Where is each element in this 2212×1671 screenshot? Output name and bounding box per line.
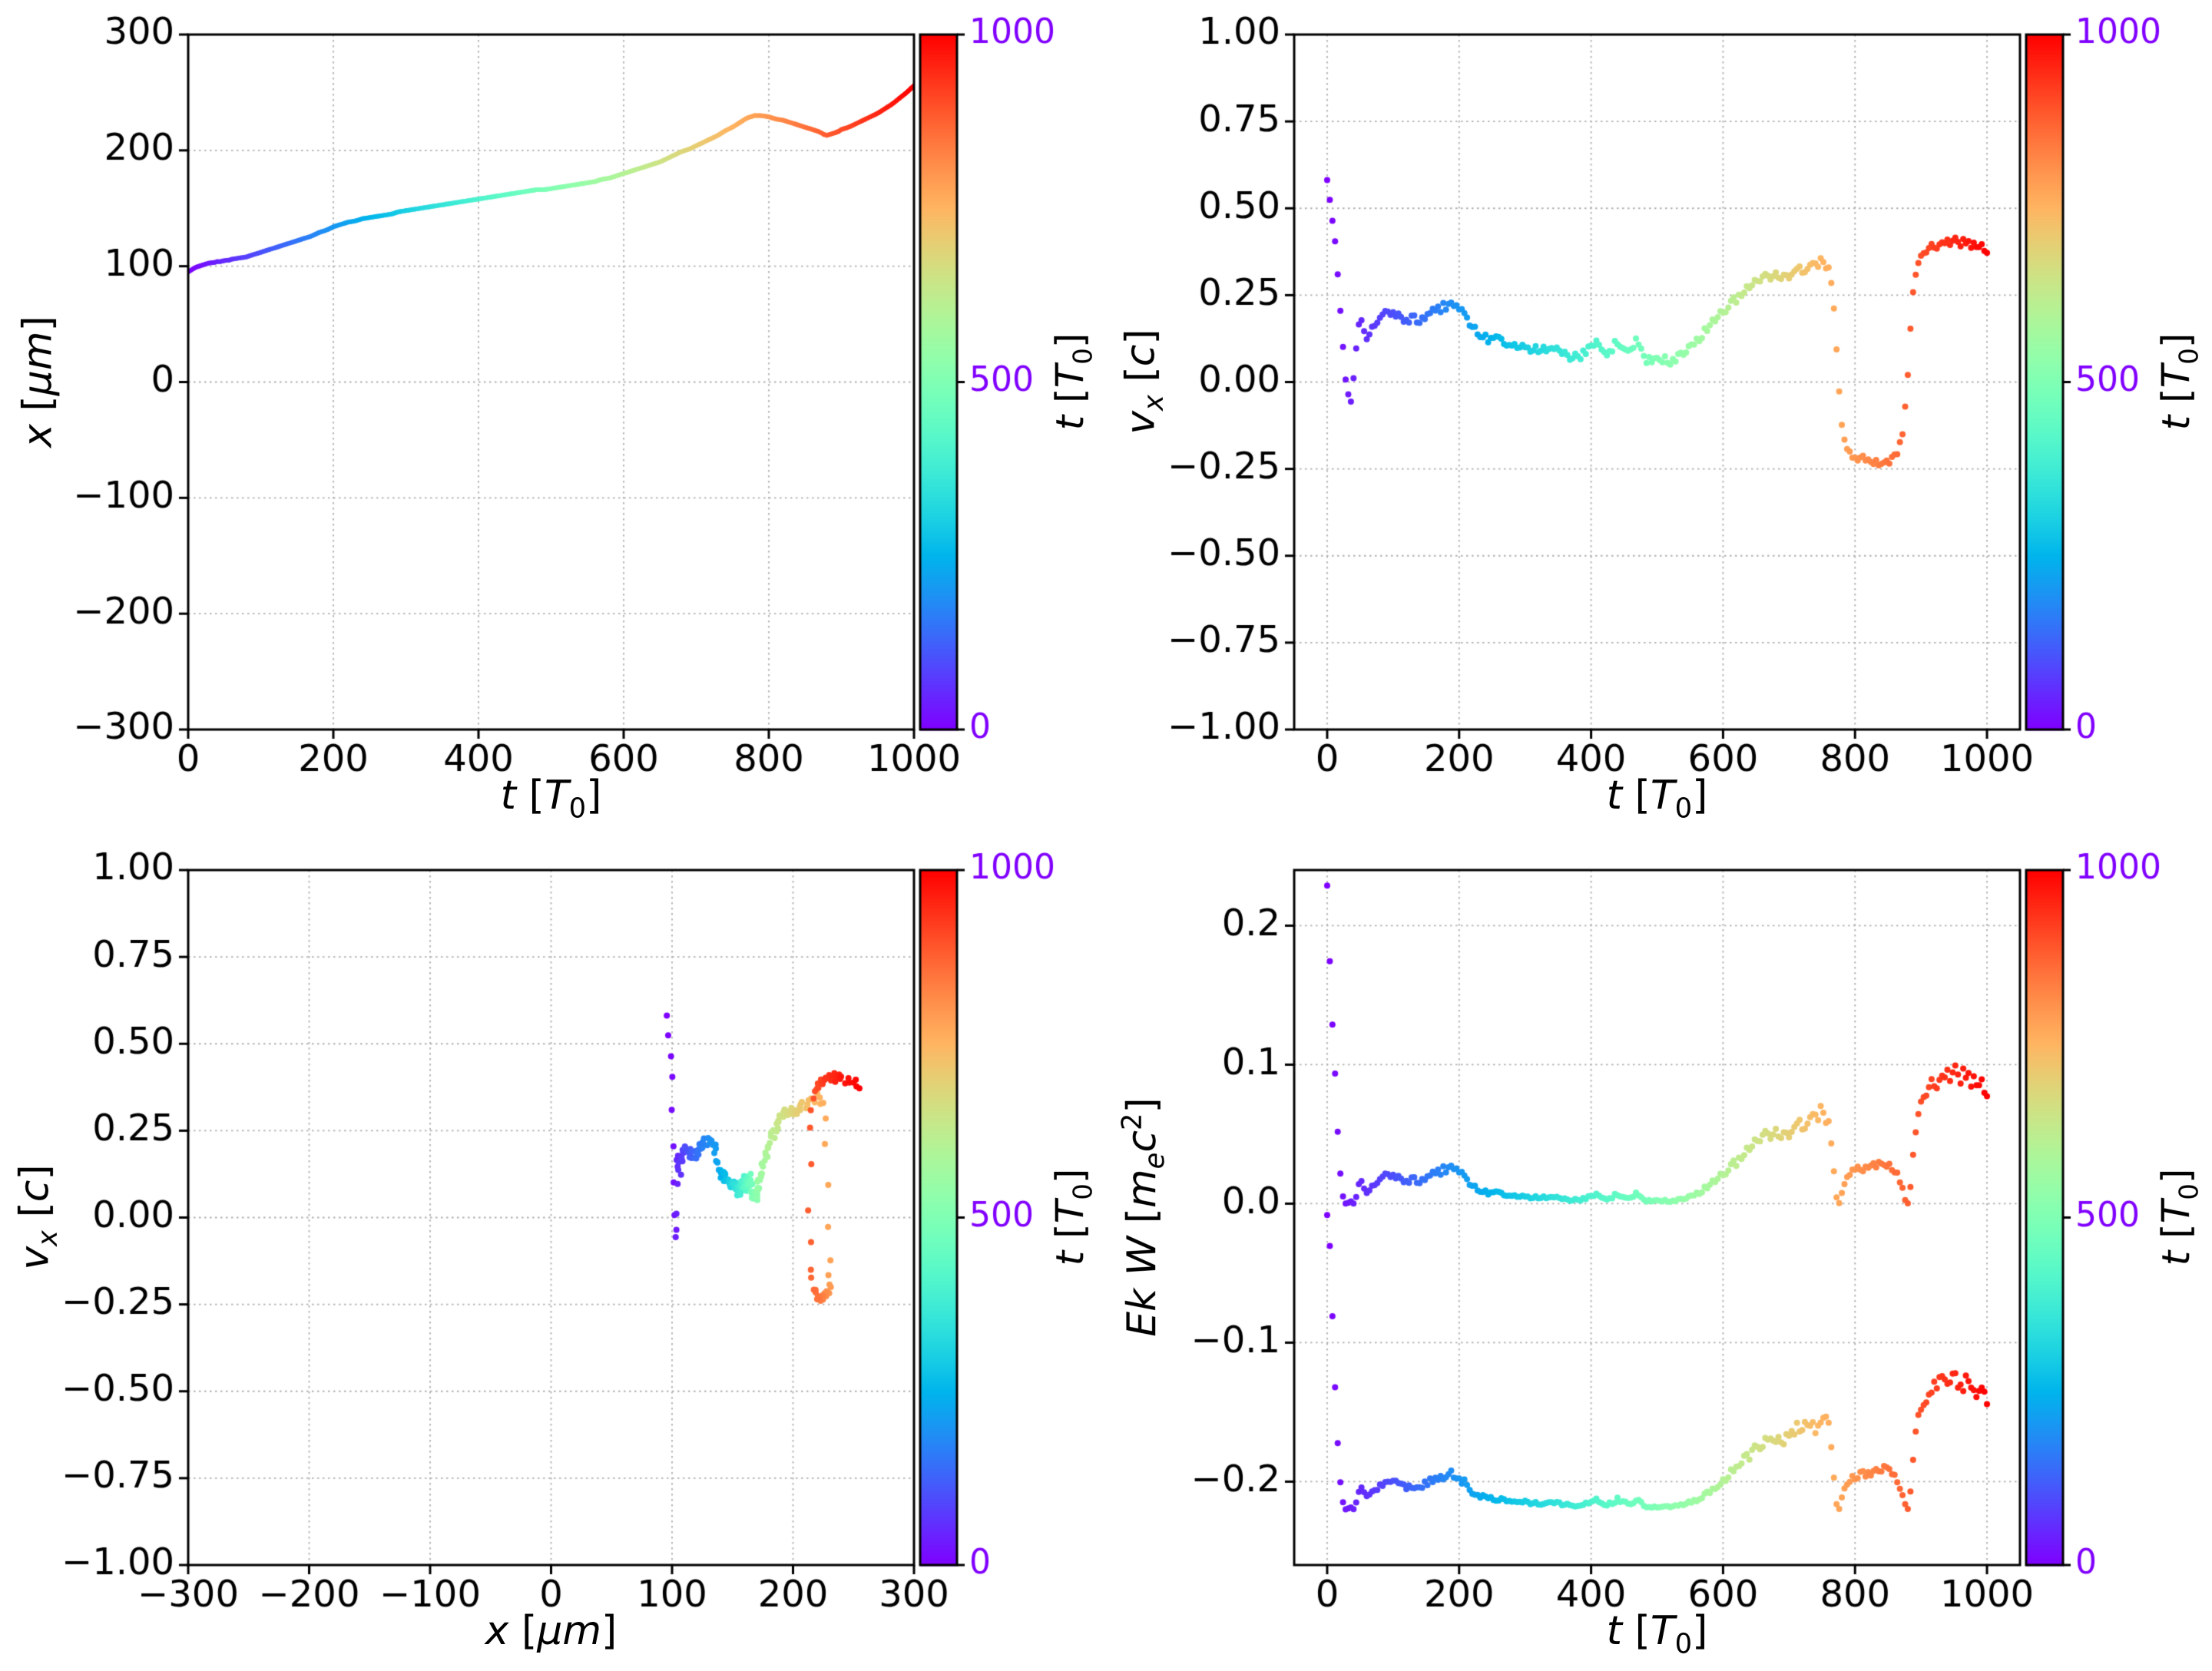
vx-vs-x-plot-canvas (0, 836, 1106, 1671)
subplot-x-vs-t: x [μm] t [T0] t [T0] (0, 0, 1106, 836)
colorbar-label-t: t [T0] (1048, 1168, 1099, 1266)
y-axis-label-vx: vx [c] (12, 1164, 64, 1270)
vx-vs-t-plot-canvas (1106, 0, 2212, 836)
x-axis-label-t: t [T0] (500, 773, 602, 825)
x-vs-t-plot-canvas (0, 0, 1106, 836)
x-axis-label-x: x [μm] (485, 1608, 618, 1654)
colorbar-label-t: t [T0] (2154, 333, 2205, 431)
ekw-vs-t-plot-canvas (1106, 836, 2212, 1671)
x-axis-label-t: t [T0] (1606, 1608, 1708, 1660)
subplot-ekw-vs-t: Ek W [mec2] t [T0] t [T0] (1106, 836, 2212, 1671)
x-axis-label-t: t [T0] (1606, 773, 1708, 825)
subplot-vx-vs-t: vx [c] t [T0] t [T0] (1106, 0, 2212, 836)
colorbar-label-t: t [T0] (2154, 1168, 2205, 1266)
y-axis-label-vx: vx [c] (1118, 329, 1170, 435)
subplot-vx-vs-x: vx [c] x [μm] t [T0] (0, 836, 1106, 1671)
colorbar-label-t: t [T0] (1048, 333, 1099, 431)
y-axis-label-x: x [μm] (15, 316, 61, 448)
y-axis-label-ekw: Ek W [mec2] (1116, 1097, 1171, 1337)
